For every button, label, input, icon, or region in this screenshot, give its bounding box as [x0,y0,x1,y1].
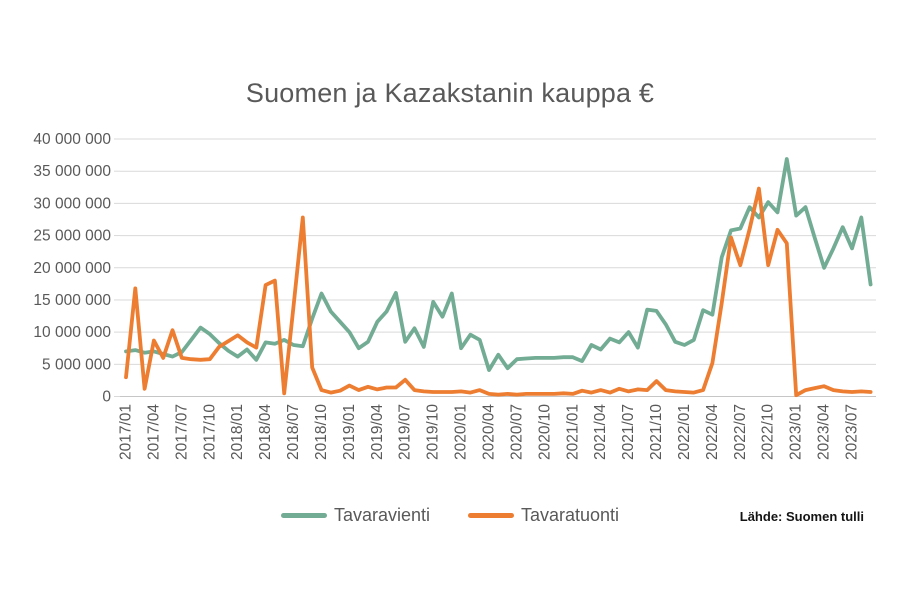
x-axis-label: 2020/10 [536,404,553,460]
x-axis-label: 2023/01 [788,404,805,460]
y-axis-label: 15 000 000 [33,292,111,309]
y-axis-label: 30 000 000 [33,195,111,212]
x-axis-label: 2023/07 [844,404,861,460]
y-axis-label: 10 000 000 [33,324,111,341]
legend-label: Tavaravienti [333,505,430,525]
x-axis-label: 2021/10 [648,404,665,460]
legend-item-tavaravienti: Tavaravienti [280,505,430,526]
import-line-swatch [467,513,514,518]
x-axis-label: 2017/07 [173,404,190,460]
x-axis-label: 2019/10 [425,404,442,460]
x-axis-label: 2020/01 [453,404,470,460]
chart-title: Suomen ja Kazakstanin kauppa € [245,78,655,108]
x-axis-label: 2017/10 [201,404,218,460]
x-axis-label: 2019/07 [397,404,414,460]
y-axis-label: 5 000 000 [42,356,111,373]
x-axis-label: 2021/04 [592,404,609,460]
legend-item-tavaratuonti: Tavaratuonti [467,505,620,526]
x-axis-label: 2018/10 [313,404,330,460]
x-axis-label: 2018/01 [229,404,246,460]
x-axis-label: 2021/07 [620,404,637,460]
x-axis-label: 2017/04 [145,404,162,460]
series-line-tavaratuonti [124,186,873,398]
chart-legend: Tavaravienti Tavaratuonti [0,505,900,526]
x-axis-label: 2021/01 [564,404,581,460]
x-axis-label: 2020/07 [508,404,525,460]
x-axis-label: 2020/04 [481,404,498,460]
x-axis-label: 2022/10 [760,404,777,460]
series-line-tavaravienti [124,157,873,373]
y-axis-label: 20 000 000 [33,260,111,277]
x-axis-label: 2019/04 [369,404,386,460]
export-line-swatch [280,513,327,518]
x-axis-label: 2022/07 [732,404,749,460]
legend-label: Tavaratuonti [520,505,620,525]
x-axis-label: 2018/07 [285,404,302,460]
x-axis-label: 2019/01 [341,404,358,460]
y-axis-label: 35 000 000 [33,163,111,180]
x-axis-label: 2022/04 [704,404,721,460]
source-note: Lähde: Suomen tulli [739,509,864,524]
y-axis-label: 25 000 000 [33,228,111,245]
x-axis-label: 2017/01 [118,404,135,460]
y-axis-label: 0 [102,389,111,406]
x-axis-label: 2022/01 [676,404,693,460]
x-axis-label: 2023/04 [816,404,833,460]
x-axis-label: 2018/04 [257,404,274,460]
y-axis-label: 40 000 000 [33,131,111,148]
